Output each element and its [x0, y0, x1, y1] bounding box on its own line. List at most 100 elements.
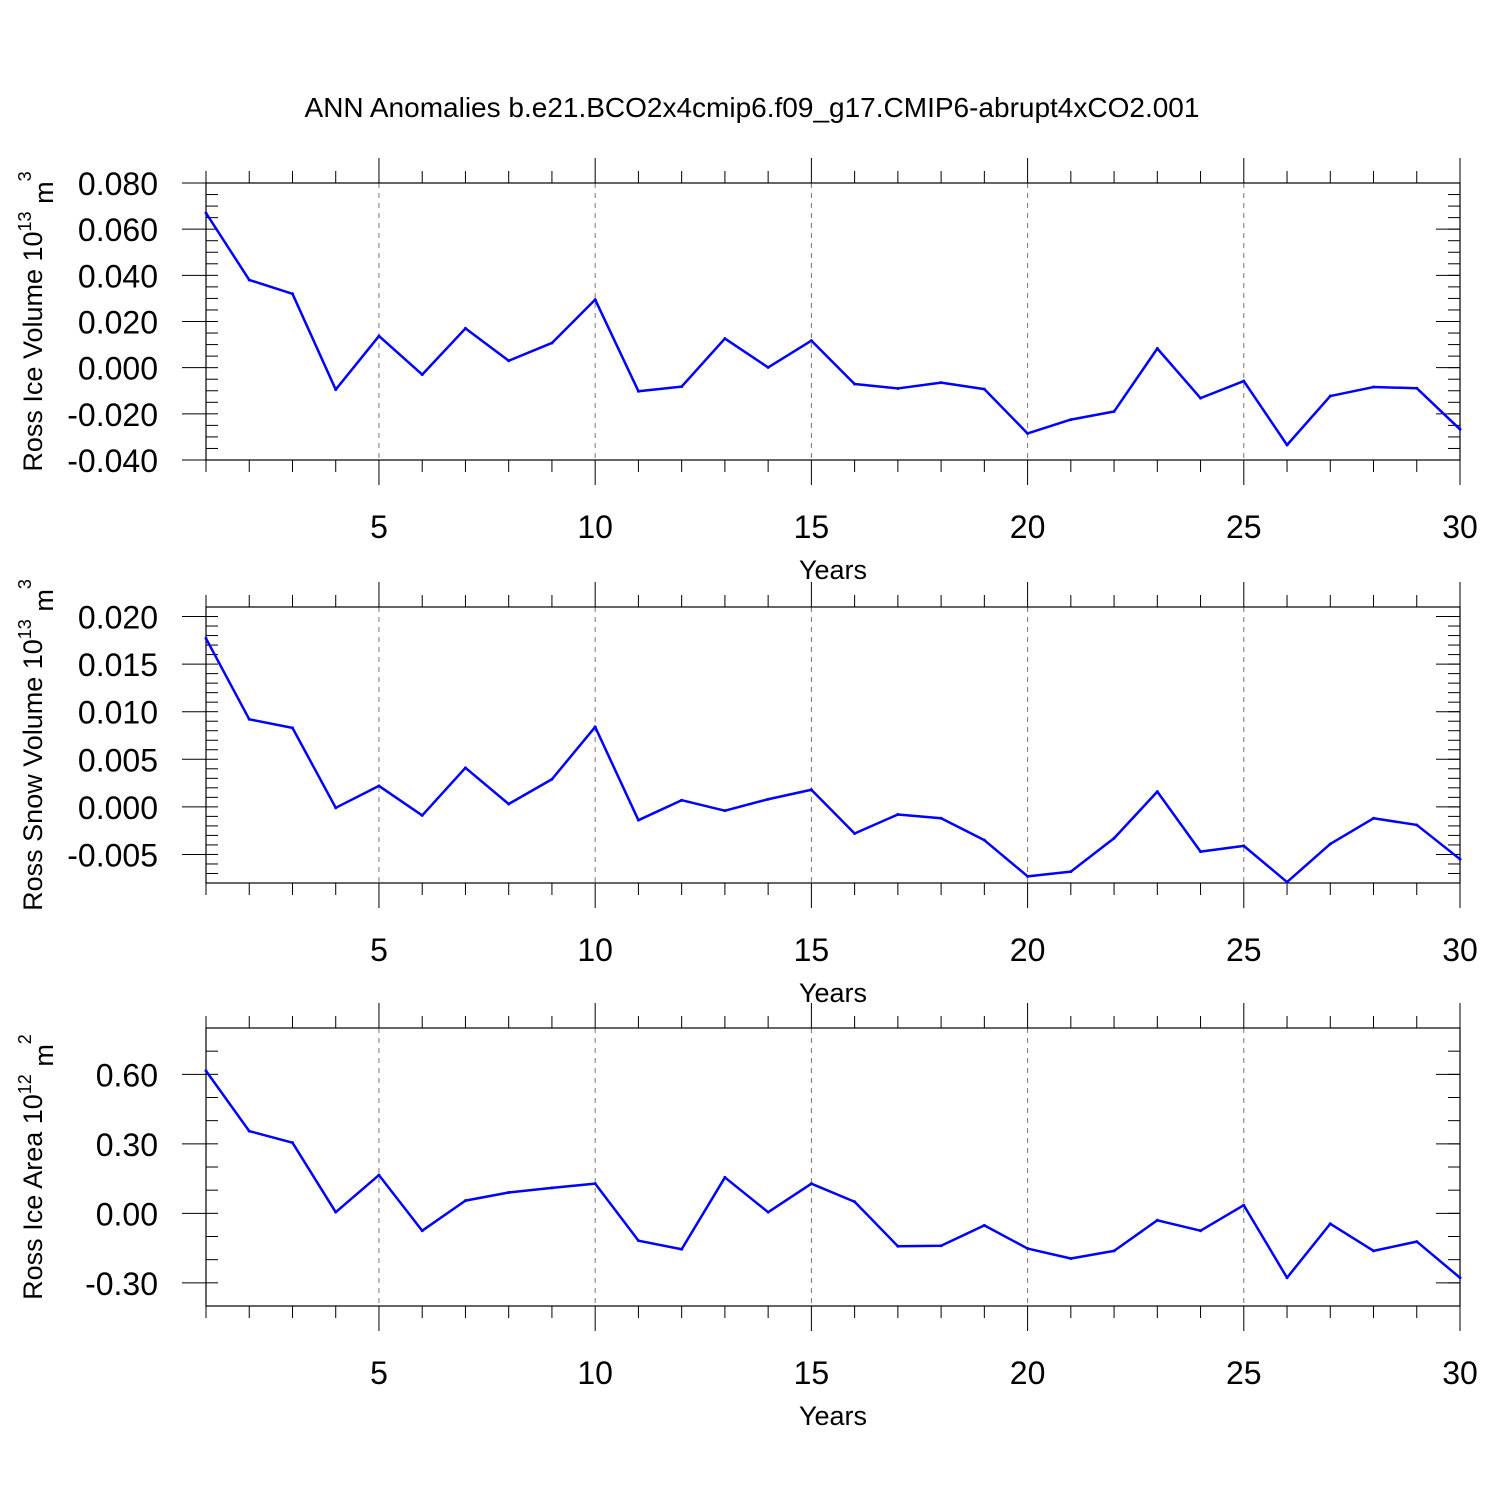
- data-point: [680, 1247, 684, 1251]
- y-tick-label: 0.015: [78, 647, 158, 683]
- data-point: [507, 802, 511, 806]
- y-tick-label: 0.020: [78, 600, 158, 636]
- data-point: [1026, 874, 1030, 878]
- data-point: [550, 1186, 554, 1190]
- data-point: [896, 812, 900, 816]
- data-point: [636, 818, 640, 822]
- data-point: [1415, 386, 1419, 390]
- x-tick-label: 25: [1226, 1355, 1262, 1391]
- data-point: [1069, 418, 1073, 422]
- data-point: [809, 339, 813, 343]
- data-point: [1199, 396, 1203, 400]
- data-point: [204, 211, 208, 215]
- data-point: [1069, 1257, 1073, 1261]
- x-tick-label: 25: [1226, 932, 1262, 968]
- data-point: [939, 381, 943, 385]
- data-point: [463, 766, 467, 770]
- page-title: ANN Anomalies b.e21.BCO2x4cmip6.f09_g17.…: [304, 92, 1200, 123]
- data-point: [1242, 1203, 1246, 1207]
- data-point: [1285, 443, 1289, 447]
- data-point: [853, 1200, 857, 1204]
- data-point: [550, 341, 554, 345]
- plot-frame: [205, 182, 1461, 461]
- data-point: [1199, 850, 1203, 854]
- data-point: [982, 1223, 986, 1227]
- data-point: [550, 777, 554, 781]
- x-tick-label: 15: [794, 932, 830, 968]
- x-tick-label: 30: [1442, 509, 1478, 545]
- data-point: [1458, 857, 1462, 861]
- data-point: [1242, 844, 1246, 848]
- chart-panel-2: -0.005 0.000 0.005 0.010 0.015 0.020 5 10 15 20 25…: [15, 579, 1478, 1008]
- y-tick-label: 0.000: [78, 790, 158, 826]
- y-tick-label: -0.30: [85, 1266, 158, 1302]
- data-point: [766, 365, 770, 369]
- y-tick-label: -0.005: [67, 837, 158, 873]
- x-axis-label: Years: [799, 1401, 867, 1431]
- data-point: [766, 797, 770, 801]
- data-point: [290, 726, 294, 730]
- data-point: [680, 798, 684, 802]
- plot-frame: [205, 606, 1461, 884]
- series-line: [204, 1070, 1461, 1279]
- data-point: [1328, 394, 1332, 398]
- data-point: [1155, 347, 1159, 351]
- chart-panel-3: -0.30 0.00 0.30 0.60 5 10 15 20 25 30 Years Ross Ic…: [15, 1003, 1478, 1431]
- data-point: [1285, 1276, 1289, 1280]
- chart-panel-1: -0.040 -0.020 0.000 0.020 0.040 0.060 0.080 5 10…: [15, 158, 1478, 585]
- series-line: [204, 212, 1461, 447]
- data-point: [723, 809, 727, 813]
- data-point: [593, 725, 597, 729]
- y-tick-label: 0.000: [78, 351, 158, 387]
- x-tick-label: 20: [1010, 509, 1046, 545]
- data-point: [1458, 427, 1462, 431]
- data-point: [1458, 1276, 1462, 1280]
- y-axis-label: Ross Ice Volume 1013 m3: [15, 171, 59, 471]
- data-point: [334, 1210, 338, 1214]
- data-point: [377, 334, 381, 338]
- data-point: [593, 298, 597, 302]
- data-point: [809, 788, 813, 792]
- y-axis-label: Ross Snow Volume 1013 m3: [15, 579, 59, 911]
- y-tick-label: 0.080: [78, 166, 158, 202]
- x-tick-label: 10: [577, 509, 613, 545]
- x-tick-label: 15: [794, 509, 830, 545]
- data-point: [636, 389, 640, 393]
- data-point: [1415, 1240, 1419, 1244]
- data-point: [1026, 431, 1030, 435]
- data-point: [204, 1069, 208, 1073]
- x-tick-label: 15: [794, 1355, 830, 1391]
- y-tick-label: 0.60: [96, 1057, 158, 1093]
- data-point: [766, 1210, 770, 1214]
- data-point: [853, 382, 857, 386]
- data-point: [1285, 880, 1289, 884]
- data-point: [1026, 1247, 1030, 1251]
- x-tick-label: 30: [1442, 932, 1478, 968]
- data-point: [723, 337, 727, 341]
- y-tick-label: 0.30: [96, 1127, 158, 1163]
- data-point: [420, 373, 424, 377]
- data-point: [377, 784, 381, 788]
- data-point: [1155, 1218, 1159, 1222]
- data-point: [1372, 1249, 1376, 1253]
- data-point: [636, 1239, 640, 1243]
- data-point: [853, 832, 857, 836]
- data-point: [1372, 385, 1376, 389]
- data-point: [1155, 790, 1159, 794]
- data-point: [377, 1173, 381, 1177]
- data-point: [204, 636, 208, 640]
- data-point: [420, 1229, 424, 1233]
- data-point: [247, 717, 251, 721]
- data-point: [1112, 1249, 1116, 1253]
- x-tick-label: 5: [370, 509, 388, 545]
- x-tick-label: 30: [1442, 1355, 1478, 1391]
- x-tick-label: 10: [577, 932, 613, 968]
- data-point: [1069, 870, 1073, 874]
- data-point: [463, 326, 467, 330]
- data-point: [420, 813, 424, 817]
- x-axis-label: Years: [799, 555, 867, 585]
- data-point: [507, 359, 511, 363]
- data-point: [1112, 410, 1116, 414]
- data-point: [896, 386, 900, 390]
